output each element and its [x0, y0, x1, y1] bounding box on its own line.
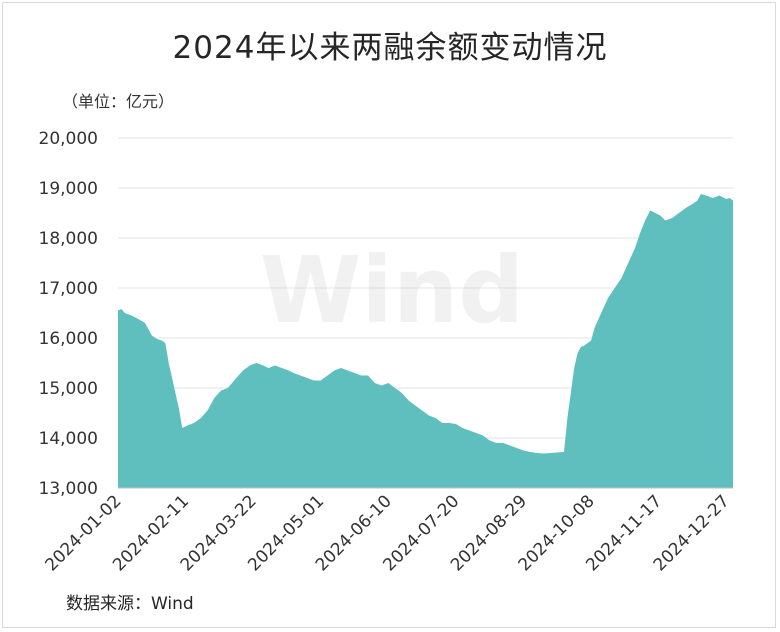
- y-tick-label: 19,000: [39, 179, 98, 199]
- balance-area: [118, 194, 733, 488]
- y-tick-label: 17,000: [39, 279, 98, 299]
- x-axis-ticks: 2024-01-022024-02-112024-03-222024-05-01…: [42, 491, 734, 575]
- source-label: 数据来源：Wind: [66, 594, 194, 614]
- y-tick-label: 20,000: [39, 129, 98, 149]
- y-tick-label: 14,000: [39, 429, 98, 449]
- y-tick-label: 13,000: [39, 479, 98, 499]
- watermark-text: Wind: [260, 237, 524, 344]
- unit-label: （单位：亿元）: [62, 92, 175, 111]
- y-tick-label: 16,000: [39, 329, 98, 349]
- y-tick-label: 15,000: [39, 379, 98, 399]
- y-tick-label: 18,000: [39, 229, 98, 249]
- y-axis-ticks: 13,000 14,000 15,000 16,000 17,000 18,000 19,0…: [39, 129, 98, 499]
- chart-title: 2024年以来两融余额变动情况: [172, 30, 608, 66]
